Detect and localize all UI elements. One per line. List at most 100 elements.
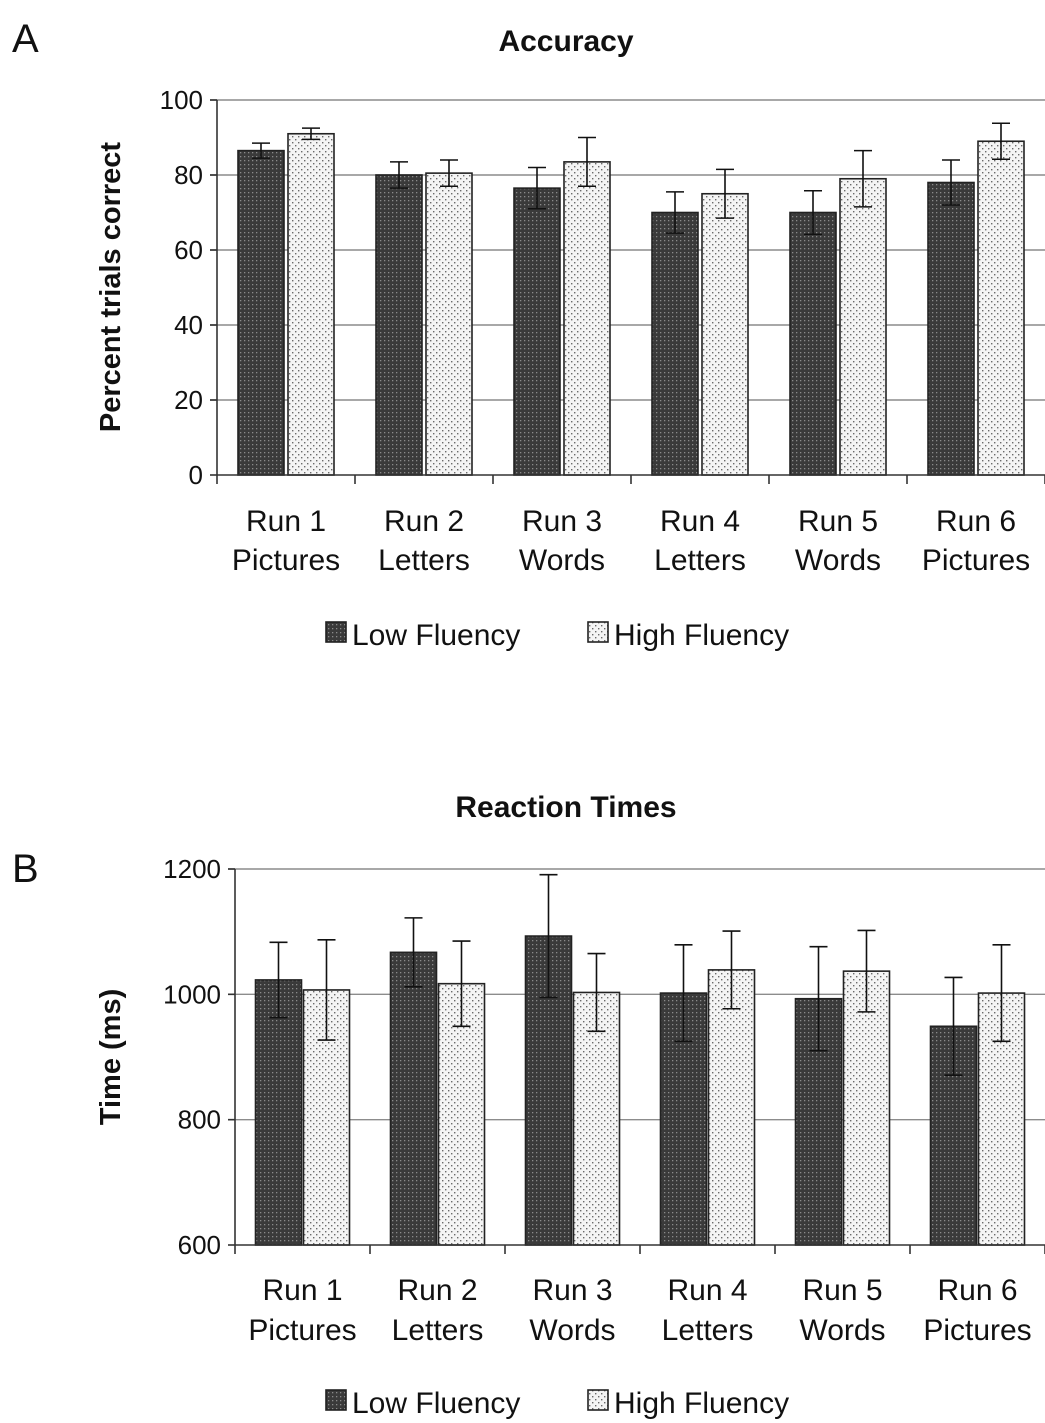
- y-tick-label: 0: [189, 460, 203, 490]
- legend-label-high-fluency: High Fluency: [614, 1387, 789, 1420]
- error-bar-low-fluency: [942, 159, 960, 206]
- error-bar-low-fluency: [404, 917, 423, 988]
- error-bar-high-fluency: [722, 930, 741, 1010]
- x-tick-label: Pictures: [922, 544, 1030, 577]
- x-tick-labels: Run 1 Pictures Run 2 Letters Run 3 Words Run 4…: [248, 1274, 1031, 1347]
- error-bar-low-fluency: [809, 945, 828, 1052]
- y-tick-label: 60: [174, 235, 203, 265]
- x-tick-label: Letters: [654, 544, 746, 577]
- error-bar-high-fluency: [452, 940, 471, 1028]
- y-tick-label: 80: [174, 160, 203, 190]
- panel-letter-b: B: [12, 847, 39, 891]
- y-tick-label: 20: [174, 385, 203, 415]
- y-tick-label: 100: [160, 85, 203, 115]
- gridlines: [210, 99, 1045, 476]
- bar-high-fluency: [707, 969, 756, 1246]
- error-bar-low-fluency: [252, 142, 270, 159]
- legend-label-high-fluency: High Fluency: [614, 619, 789, 652]
- bar-low-fluency: [389, 951, 438, 1246]
- bars: [237, 132, 1025, 476]
- bar-high-fluency: [701, 192, 749, 476]
- error-bar-high-fluency: [440, 159, 458, 188]
- legend: Low Fluency High Fluency: [325, 1387, 789, 1420]
- y-tick-label: 600: [178, 1230, 221, 1260]
- bar-low-fluency: [651, 211, 699, 476]
- legend-label-low-fluency: Low Fluency: [352, 619, 520, 652]
- x-tick-label: Run 4: [660, 505, 740, 538]
- x-tick-label: Words: [795, 544, 881, 577]
- x-tick-label: Run 3: [532, 1274, 612, 1307]
- error-bar-high-fluency: [587, 952, 606, 1033]
- x-tick-label: Pictures: [248, 1314, 356, 1347]
- legend-swatch-high-fluency: [587, 1389, 609, 1411]
- x-tick-label: Run 5: [798, 505, 878, 538]
- error-bar-high-fluency: [578, 136, 596, 188]
- panel-letter-a: A: [12, 17, 39, 61]
- y-tick-label: 40: [174, 310, 203, 340]
- x-tick-label: Letters: [392, 1314, 484, 1347]
- error-bars: [269, 873, 1011, 1076]
- gridlines: [228, 868, 1045, 1246]
- bar-low-fluency: [513, 187, 561, 476]
- y-axis-label: Time (ms): [95, 989, 127, 1125]
- error-bar-high-fluency: [992, 122, 1010, 161]
- x-tick-label: Words: [519, 544, 605, 577]
- x-tick-label: Run 3: [522, 505, 602, 538]
- bar-high-fluency: [563, 161, 611, 476]
- accuracy-chart: A Accuracy Percent trials correct 0 20 40 6…: [12, 17, 1045, 652]
- chart-title: Accuracy: [498, 25, 633, 58]
- bar-high-fluency: [977, 140, 1025, 476]
- error-bar-high-fluency: [302, 127, 320, 141]
- bar-low-fluency: [375, 174, 423, 476]
- error-bar-low-fluency: [666, 191, 684, 234]
- error-bar-low-fluency: [804, 189, 822, 236]
- x-tick-label: Pictures: [923, 1314, 1031, 1347]
- bar-high-fluency: [425, 172, 473, 476]
- error-bar-high-fluency: [854, 149, 872, 208]
- error-bar-low-fluency: [539, 873, 558, 999]
- error-bar-low-fluency: [528, 166, 546, 210]
- bar-low-fluency: [254, 979, 303, 1246]
- error-bar-high-fluency: [857, 929, 876, 1013]
- bar-high-fluency: [287, 132, 335, 476]
- x-tick-label: Letters: [378, 544, 470, 577]
- bar-high-fluency: [839, 177, 887, 476]
- bar-high-fluency: [572, 991, 621, 1246]
- error-bar-high-fluency: [716, 168, 734, 219]
- error-bar-low-fluency: [269, 941, 288, 1019]
- x-tick-label: Run 1: [262, 1274, 342, 1307]
- x-tick-label: Run 4: [667, 1274, 747, 1307]
- error-bar-low-fluency: [674, 944, 693, 1043]
- x-tick-label: Words: [529, 1314, 615, 1347]
- x-tick-label: Run 2: [397, 1274, 477, 1307]
- x-axis: [216, 100, 1045, 484]
- y-axis-label: Percent trials correct: [95, 142, 127, 432]
- x-tick-label: Run 6: [937, 1274, 1017, 1307]
- bar-low-fluency: [927, 181, 975, 476]
- error-bar-high-fluency: [992, 944, 1011, 1043]
- legend: Low Fluency High Fluency: [325, 619, 789, 652]
- chart-title: Reaction Times: [455, 791, 676, 824]
- bar-low-fluency: [237, 149, 285, 476]
- y-tick-labels: 600 800 1000 1200: [163, 854, 221, 1260]
- y-tick-label: 800: [178, 1105, 221, 1135]
- bars: [254, 935, 1026, 1246]
- legend-label-low-fluency: Low Fluency: [352, 1387, 520, 1420]
- y-tick-label: 1000: [163, 979, 221, 1009]
- legend-swatch-low-fluency: [325, 621, 347, 643]
- bar-low-fluency: [789, 211, 837, 476]
- x-tick-label: Run 1: [246, 505, 326, 538]
- error-bar-high-fluency: [317, 939, 336, 1041]
- legend-swatch-high-fluency: [587, 621, 609, 643]
- x-tick-label: Run 2: [384, 505, 464, 538]
- x-axis: [234, 869, 1045, 1254]
- legend-swatch-low-fluency: [325, 1389, 347, 1411]
- x-tick-label: Words: [799, 1314, 885, 1347]
- x-tick-label: Run 5: [802, 1274, 882, 1307]
- y-tick-labels: 0 20 40 60 80 100: [160, 85, 203, 490]
- error-bars: [252, 122, 1010, 236]
- reaction-times-chart: B Reaction Times Time (ms) 600 800 1000 120…: [12, 791, 1045, 1420]
- error-bar-low-fluency: [390, 161, 408, 189]
- x-tick-labels: Run 1 Pictures Run 2 Letters Run 3 Words Run 4…: [232, 505, 1030, 577]
